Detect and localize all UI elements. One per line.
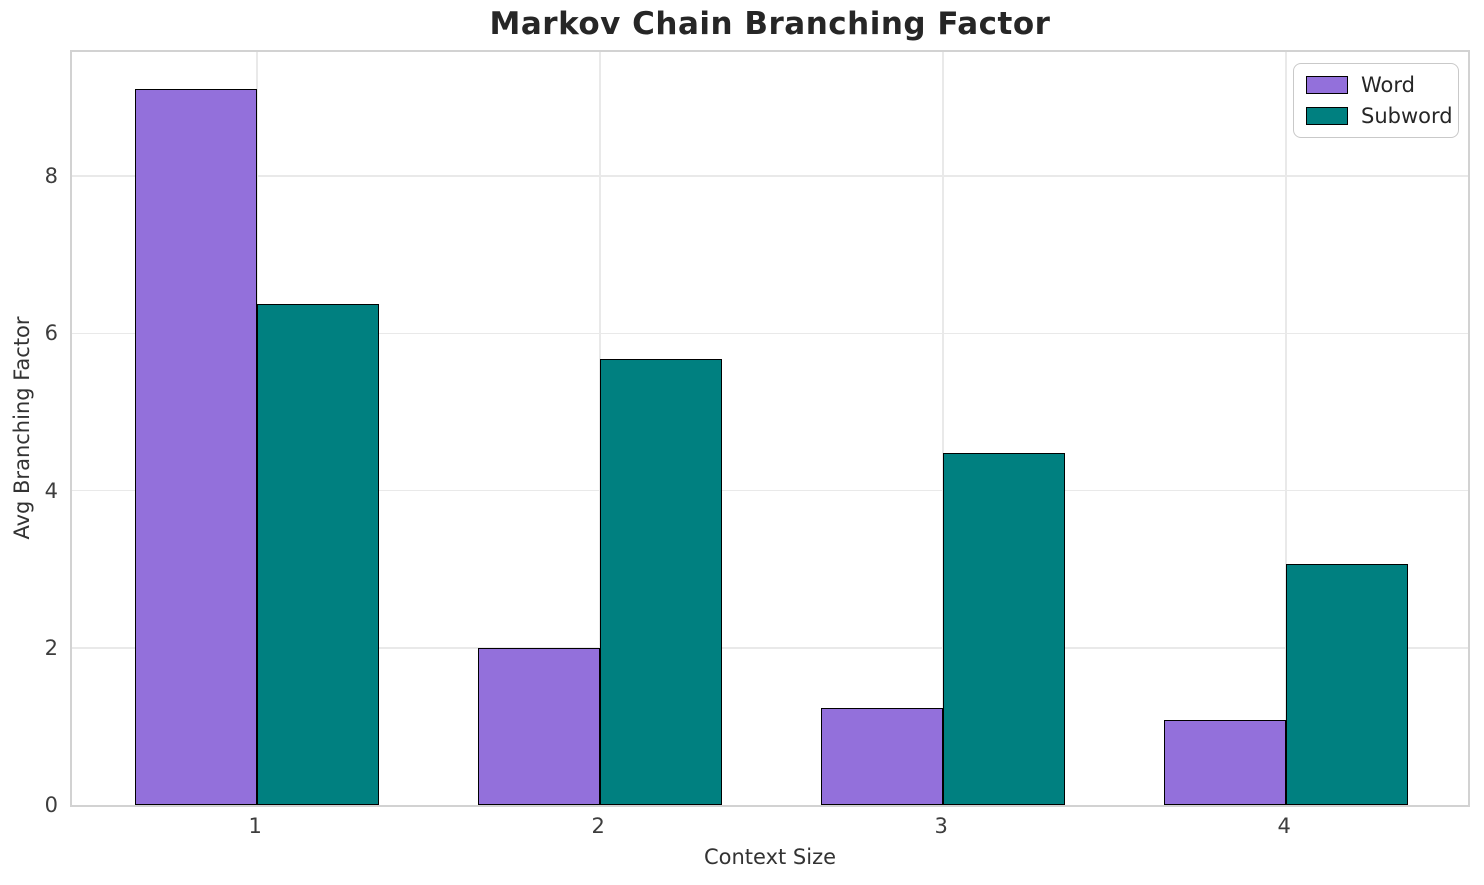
x-tick-label: 4 (1277, 814, 1291, 838)
y-tick-label: 0 (44, 793, 58, 817)
gridline-horizontal (72, 647, 1468, 649)
legend-swatch-subword-icon (1306, 107, 1348, 125)
y-tick-label: 2 (44, 635, 58, 660)
bar-word-2 (478, 647, 601, 805)
bar-subword-3 (943, 452, 1065, 805)
bar-subword-1 (257, 304, 379, 805)
legend-swatch-word-icon (1306, 76, 1348, 94)
y-axis-label: Avg Branching Factor (10, 316, 34, 540)
gridline-horizontal (72, 175, 1468, 177)
gridline-vertical (1285, 52, 1287, 805)
x-axis-label: Context Size (703, 845, 837, 869)
x-tick-label: 2 (591, 814, 605, 838)
y-tick-label: 4 (44, 478, 58, 503)
y-tick-label: 8 (44, 164, 58, 189)
bar-subword-2 (600, 358, 722, 805)
legend-label-subword: Subword (1361, 104, 1453, 128)
legend-item-word: Word (1306, 73, 1446, 97)
bar-word-4 (1164, 720, 1287, 805)
legend-item-subword: Subword (1306, 104, 1453, 128)
x-tick-label: 3 (934, 814, 948, 838)
bar-subword-4 (1286, 564, 1408, 805)
gridline-vertical (942, 52, 944, 805)
bar-word-3 (821, 707, 944, 805)
legend-label-word: Word (1361, 73, 1415, 97)
legend: Word Subword (1293, 63, 1459, 138)
gridline-horizontal (72, 489, 1468, 492)
x-tick-label: 1 (248, 814, 262, 838)
bar-word-1 (135, 88, 258, 805)
plot-area (70, 50, 1470, 807)
chart-title: Markov Chain Branching Factor (489, 6, 1051, 42)
y-tick-label: 6 (44, 321, 58, 346)
gridline-horizontal (72, 332, 1468, 335)
